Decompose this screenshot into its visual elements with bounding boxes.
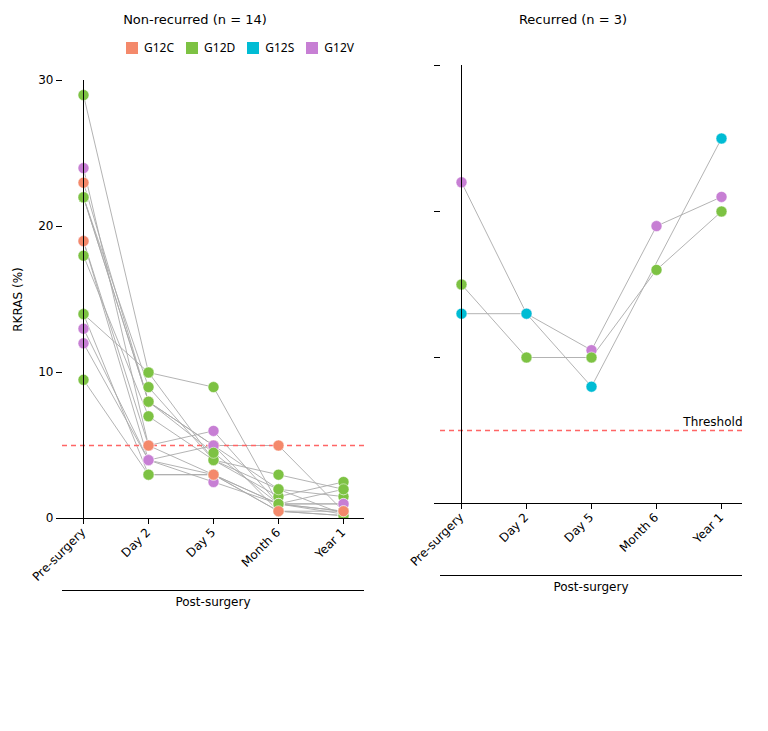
svg-text:Threshold: Threshold (682, 415, 742, 429)
svg-text:Pre-surgery: Pre-surgery (408, 510, 467, 569)
svg-text:10: 10 (38, 365, 53, 379)
svg-text:Day 5: Day 5 (184, 525, 219, 560)
svg-text:Year 1: Year 1 (690, 510, 727, 547)
html-text:G12V: G12V (324, 39, 354, 56)
svg-text:Day 2: Day 2 (497, 510, 532, 545)
svg-text:Day 5: Day 5 (562, 510, 597, 545)
svg-text:Month 6: Month 6 (239, 525, 284, 570)
html-text:G12C: G12C (144, 39, 174, 56)
svg-text:Pre-surgery: Pre-surgery (30, 525, 89, 584)
html-text:G12D: G12D (204, 39, 236, 56)
html-text:Post-surgery: Post-surgery (553, 580, 629, 594)
svg-text:RKRAS (%): RKRAS (%) (11, 267, 25, 331)
svg-text:0: 0 (46, 511, 54, 525)
svg-text:Day 2: Day 2 (119, 525, 154, 560)
svg-text:Year 1: Year 1 (312, 525, 349, 562)
html-text:G12S: G12S (265, 39, 295, 56)
svg-text:30: 30 (38, 73, 53, 87)
html-text:Post-surgery: Post-surgery (175, 595, 251, 609)
svg-text:20: 20 (38, 219, 53, 233)
svg-text:Month 6: Month 6 (617, 510, 662, 555)
html-text:Non-recurred (n = 14): Non-recurred (n = 14) (123, 12, 267, 27)
html-text:Recurred (n = 3): Recurred (n = 3) (518, 12, 628, 27)
